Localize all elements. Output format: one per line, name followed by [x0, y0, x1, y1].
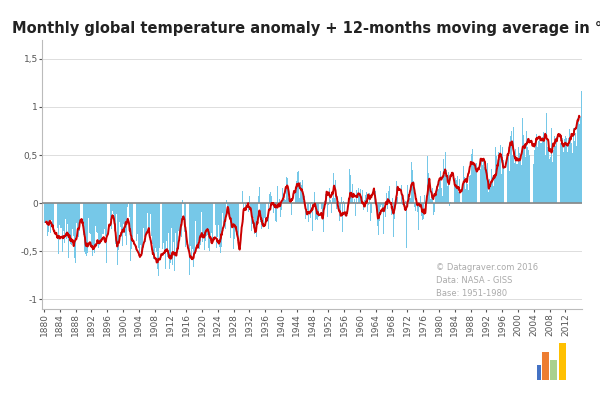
Bar — [550, 360, 557, 380]
Bar — [534, 365, 541, 380]
Bar — [559, 343, 566, 380]
Bar — [542, 352, 549, 380]
Title: Monthly global temperature anomaly + 12-months moving average in °C: Monthly global temperature anomaly + 12-… — [11, 21, 600, 36]
Text: © Datagraver.com 2016
Data: NASA - GISS
Base: 1951-1980: © Datagraver.com 2016 Data: NASA - GISS … — [436, 263, 538, 298]
